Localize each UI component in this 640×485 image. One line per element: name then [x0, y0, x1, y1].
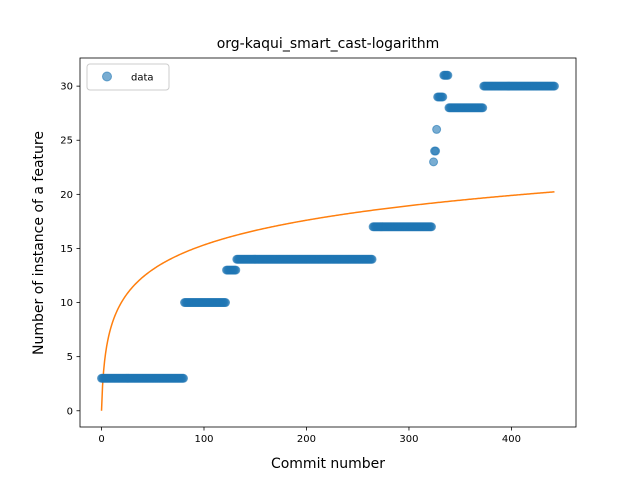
data-point — [231, 265, 241, 275]
data-point — [367, 254, 377, 264]
legend-label-data: data — [131, 73, 154, 84]
y-tick-label: 20 — [60, 190, 73, 201]
data-point — [443, 70, 453, 80]
x-axis-ticks: 0 100 200 300 400 — [98, 427, 521, 445]
chart-title: org-kaqui_smart_cast-logarithm — [217, 36, 440, 52]
y-tick-label: 5 — [67, 352, 73, 363]
y-tick-label: 25 — [60, 136, 73, 147]
plot-area-frame — [79, 57, 577, 428]
y-tick-label: 10 — [60, 298, 73, 309]
x-tick-label: 200 — [297, 434, 316, 445]
legend-box — [86, 63, 170, 91]
scatter-points-layer — [97, 70, 559, 383]
legend-marker-data — [102, 71, 112, 82]
x-tick-label: 100 — [194, 434, 213, 445]
x-tick-label: 300 — [399, 434, 418, 445]
x-axis-label: Commit number — [271, 456, 385, 472]
data-point — [432, 124, 442, 134]
y-tick-label: 15 — [60, 244, 73, 255]
x-tick-label: 400 — [502, 434, 521, 445]
data-point — [431, 146, 441, 156]
y-tick-label: 30 — [60, 82, 73, 93]
data-point — [427, 222, 436, 232]
data-point — [438, 92, 448, 102]
fit-line-layer — [100, 191, 555, 411]
x-tick-label: 0 — [98, 434, 104, 445]
y-axis-ticks: 0 5 10 15 20 25 30 — [60, 82, 80, 417]
data-point — [549, 81, 559, 91]
y-tick-label: 0 — [67, 406, 73, 417]
fit-line — [100, 191, 555, 411]
data-point — [179, 373, 188, 383]
y-axis-label: Number of instance of a feature — [31, 131, 47, 355]
data-point — [221, 298, 231, 308]
legend: data — [86, 63, 170, 91]
data-point — [429, 157, 439, 167]
data-point — [478, 103, 488, 113]
